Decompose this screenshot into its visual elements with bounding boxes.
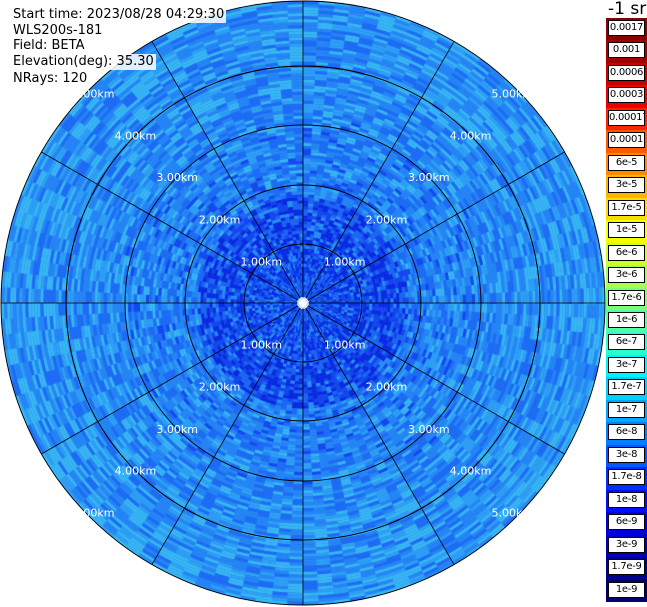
- colorbar-tick-label: 0.0003: [608, 87, 645, 104]
- azimuth-spoke: [302, 151, 565, 304]
- colorbar-tick-label: 1.7e-9: [608, 559, 645, 576]
- range-ring-label: 4.00km: [115, 129, 157, 142]
- colorbar-tick-label: 1.7e-7: [608, 379, 645, 396]
- colorbar-tick-label: 6e-5: [608, 154, 645, 171]
- azimuth-spoke: [302, 302, 565, 455]
- range-ring-label: 3.00km: [156, 423, 198, 436]
- colorbar: 0.0017 0.001 0.0006 0.0003 0.00017 0.0001 6e-5…: [606, 18, 647, 603]
- range-ring-label: 1.00km: [324, 339, 366, 352]
- range-ring-label: 4.00km: [115, 465, 157, 478]
- colorbar-tick-label: 6e-9: [608, 514, 645, 531]
- colorbar-tick-label: 3e-8: [608, 446, 645, 463]
- colorbar-tick-label: 1e-7: [608, 401, 645, 418]
- range-ring-label: 5.00km: [73, 506, 115, 519]
- colorbar-tick-label: 3e-6: [608, 267, 645, 284]
- range-ring-label: 2.00km: [199, 380, 241, 393]
- azimuth-spoke: [41, 302, 304, 455]
- range-ring-label: 1.00km: [240, 255, 282, 268]
- colorbar-tick-label: 1.7e-8: [608, 469, 645, 486]
- colorbar-tick-label: 1e-9: [608, 581, 645, 598]
- instrument-label: WLS200s-181: [11, 23, 105, 39]
- range-ring-label: 3.00km: [408, 171, 450, 184]
- range-ring-overlay: 1.00km 1.00km 1.00km 1.00km 2.00km 2.00km 2.00…: [0, 0, 606, 606]
- center-marker: [300, 297, 304, 304]
- azimuth-spoke: [302, 41, 455, 304]
- colorbar-units-label: -1 sr: [608, 0, 647, 19]
- colorbar-tick-label: 6e-7: [608, 334, 645, 351]
- colorbar-tick-label: 0.00017: [608, 109, 645, 126]
- range-ring-label: 5.00km: [491, 88, 533, 101]
- colorbar-tick-label: 0.0001: [608, 132, 645, 149]
- colorbar-tick-label: 0.0017: [608, 20, 645, 36]
- range-ring-label: 3.00km: [408, 423, 450, 436]
- range-ring-label: 2.00km: [366, 380, 408, 393]
- colorbar-tick-label: 1e-6: [608, 312, 645, 328]
- colorbar-tick-label: 3e-7: [608, 356, 645, 373]
- start-time-label: Start time: 2023/08/28 04:29:30: [11, 7, 227, 23]
- field-label: Field: BETA: [11, 38, 87, 54]
- azimuth-spoke: [302, 302, 455, 565]
- azimuth-spoke: [151, 302, 304, 565]
- colorbar-tick-label: 1e-8: [608, 491, 645, 508]
- colorbar-tick-label: 3e-9: [608, 536, 645, 553]
- colorbar-tick-label: 1.7e-5: [608, 199, 645, 216]
- azimuth-spoke: [41, 151, 304, 304]
- colorbar-tick-label: 6e-8: [608, 424, 645, 441]
- colorbar-tick-label: 6e-6: [608, 244, 645, 261]
- elevation-label: Elevation(deg): 35.30: [11, 54, 156, 70]
- range-ring-label: 5.00km: [73, 88, 115, 101]
- range-ring-label: 1.00km: [324, 255, 366, 268]
- range-ring-label: 4.00km: [450, 465, 492, 478]
- range-ring-label: 2.00km: [199, 214, 241, 227]
- nrays-label: NRays: 120: [13, 71, 88, 86]
- colorbar-tick-label: 3e-5: [608, 177, 645, 194]
- range-ring-label: 4.00km: [450, 129, 492, 142]
- range-ring-label: 3.00km: [156, 171, 198, 184]
- azimuth-spoke: [151, 41, 304, 304]
- range-ring-label: 2.00km: [366, 214, 408, 227]
- colorbar-tick-label: 1e-5: [608, 222, 645, 239]
- colorbar-tick-label: 1.7e-6: [608, 289, 645, 306]
- range-ring-label: 5.00km: [491, 506, 533, 519]
- range-ring-label: 1.00km: [240, 339, 282, 352]
- colorbar-tick-label: 0.001: [608, 42, 645, 59]
- colorbar-tick-label: 0.0006: [608, 64, 645, 81]
